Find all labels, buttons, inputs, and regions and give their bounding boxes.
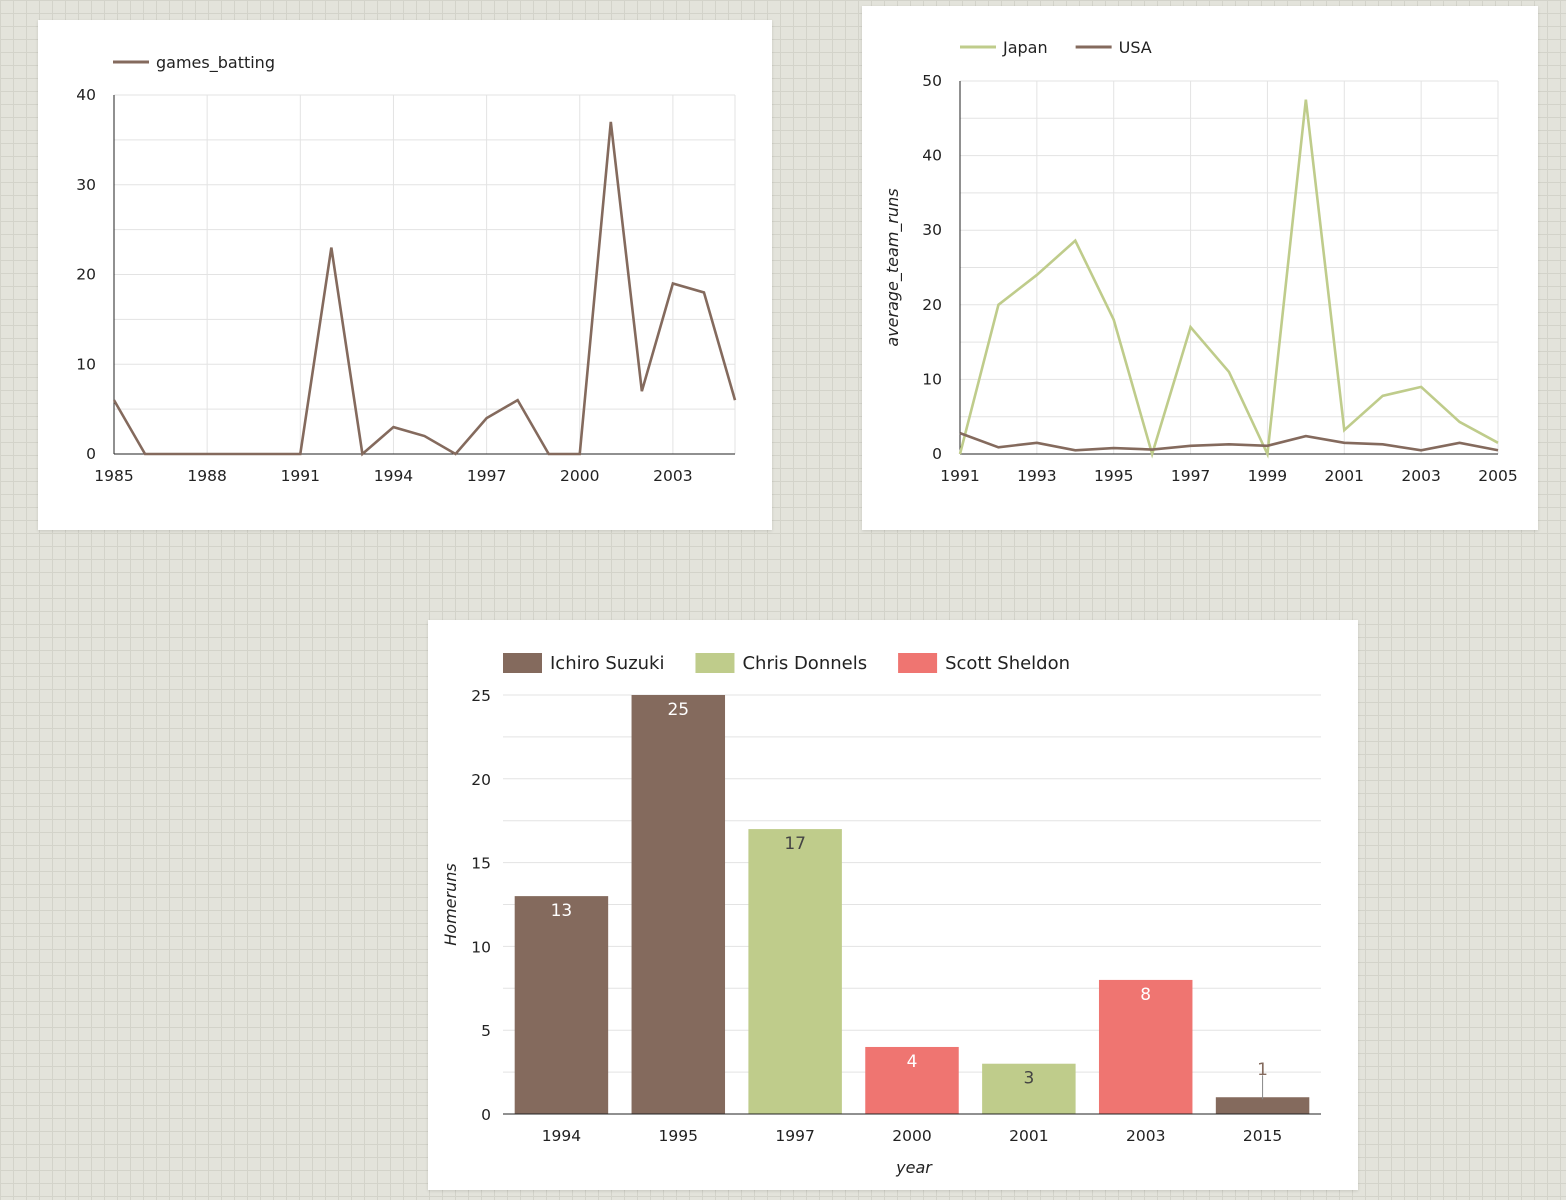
y-tick-label: 20 bbox=[922, 296, 942, 314]
y-tick-label: 40 bbox=[76, 86, 96, 104]
legend-label: Scott Sheldon bbox=[945, 653, 1070, 674]
legend-item: USA bbox=[1075, 38, 1152, 57]
bar bbox=[631, 695, 726, 1114]
y-axis-title: Homeruns bbox=[441, 863, 460, 945]
homeruns-chart-card: 0 5 10 15 20 25 13 1994 25 1995 17 1997 4 2000 3 2001 8 2… bbox=[428, 620, 1358, 1190]
x-tick-label: 2000 bbox=[560, 467, 599, 485]
grid bbox=[114, 94, 736, 455]
x-tick-label: 2003 bbox=[1126, 1127, 1165, 1145]
y-tick-label: 0 bbox=[481, 1106, 491, 1124]
x-tick-label: 2003 bbox=[1401, 467, 1440, 485]
y-tick-label: 5 bbox=[481, 1022, 491, 1040]
y-tick-label: 30 bbox=[76, 176, 96, 194]
x-tick-label: 1985 bbox=[94, 467, 133, 485]
homeruns-chart: 0 5 10 15 20 25 13 1994 25 1995 17 1997 4 2000 3 2001 8 2… bbox=[441, 653, 1321, 1177]
y-tick-label: 30 bbox=[922, 221, 942, 239]
bar bbox=[982, 1063, 1076, 1114]
bar-data-label: 4 bbox=[907, 1052, 918, 1072]
team-runs-chart-card: 0 10 20 30 40 50 1991 1993 1995 1997 1999 2001 2003 2… bbox=[862, 6, 1538, 530]
y-tick-label: 0 bbox=[86, 445, 96, 463]
bar bbox=[748, 829, 842, 1114]
legend-item: games_batting bbox=[113, 53, 275, 73]
y-axis-title: average_team_runs bbox=[883, 188, 903, 346]
bar-data-label: 13 bbox=[551, 901, 573, 921]
bar-data-label: 17 bbox=[784, 834, 806, 854]
x-tick-label: 1997 bbox=[467, 467, 506, 485]
x-tick-label: 1997 bbox=[775, 1127, 814, 1145]
legend-label: Japan bbox=[1002, 38, 1048, 57]
x-tick-label: 1999 bbox=[1248, 467, 1287, 485]
team-runs-chart: 0 10 20 30 40 50 1991 1993 1995 1997 1999 2001 2003 2… bbox=[883, 38, 1518, 485]
x-tick-label: 2000 bbox=[892, 1127, 931, 1145]
x-tick-label: 1997 bbox=[1171, 467, 1210, 485]
series-line-games-batting bbox=[112, 121, 737, 457]
x-tick-label: 1988 bbox=[187, 467, 226, 485]
bar bbox=[514, 896, 609, 1114]
y-tick-label: 50 bbox=[922, 72, 942, 90]
y-tick-label: 15 bbox=[471, 855, 491, 873]
legend-item: Japan bbox=[960, 38, 1048, 57]
x-tick-label: 2005 bbox=[1478, 467, 1517, 485]
legend-swatch bbox=[695, 653, 735, 673]
bar-data-label: 3 bbox=[1023, 1069, 1034, 1089]
x-tick-label: 2001 bbox=[1325, 467, 1364, 485]
x-tick-label: 1991 bbox=[940, 467, 979, 485]
legend-item: Ichiro Suzuki bbox=[503, 653, 664, 674]
series-line-usa bbox=[959, 431, 1499, 452]
bar bbox=[1098, 979, 1193, 1114]
y-tick-label: 20 bbox=[76, 266, 96, 284]
legend-label: Chris Donnels bbox=[742, 653, 867, 674]
y-tick-label: 10 bbox=[471, 938, 491, 956]
x-tick-label: 1994 bbox=[542, 1127, 581, 1145]
games-batting-chart: 0 10 20 30 40 1985 1988 1991 1994 1997 2000 2003 gam… bbox=[76, 53, 737, 485]
legend-label: Ichiro Suzuki bbox=[550, 653, 664, 674]
legend-swatch bbox=[503, 653, 542, 673]
y-tick-label: 0 bbox=[932, 445, 942, 463]
x-tick-label: 1991 bbox=[281, 467, 320, 485]
x-tick-label: 2015 bbox=[1243, 1127, 1282, 1145]
legend-item: Scott Sheldon bbox=[898, 653, 1070, 674]
games-batting-chart-card: 0 10 20 30 40 1985 1988 1991 1994 1997 2000 2003 gam… bbox=[38, 20, 772, 530]
bar-data-label: 8 bbox=[1140, 985, 1151, 1005]
x-tick-label: 1994 bbox=[374, 467, 413, 485]
bar bbox=[1215, 1097, 1310, 1114]
legend-label: games_batting bbox=[156, 53, 275, 73]
y-tick-label: 20 bbox=[471, 771, 491, 789]
legend-label: USA bbox=[1119, 38, 1152, 57]
bar bbox=[865, 1046, 959, 1114]
bar-data-label: 1 bbox=[1257, 1060, 1268, 1080]
x-tick-label: 1995 bbox=[659, 1127, 698, 1145]
x-tick-label: 2003 bbox=[653, 467, 692, 485]
x-tick-label: 1993 bbox=[1017, 467, 1056, 485]
y-tick-label: 25 bbox=[471, 687, 491, 705]
legend-item: Chris Donnels bbox=[695, 653, 867, 674]
x-tick-label: 1995 bbox=[1094, 467, 1133, 485]
legend-swatch bbox=[898, 653, 938, 673]
y-tick-label: 10 bbox=[922, 370, 942, 388]
x-axis-title: year bbox=[895, 1158, 933, 1177]
y-tick-label: 40 bbox=[922, 147, 942, 165]
x-tick-label: 2001 bbox=[1009, 1127, 1048, 1145]
grid bbox=[960, 80, 1499, 455]
bar-data-label: 25 bbox=[667, 700, 689, 720]
series-line-japan bbox=[958, 99, 1499, 459]
y-tick-label: 10 bbox=[76, 355, 96, 373]
